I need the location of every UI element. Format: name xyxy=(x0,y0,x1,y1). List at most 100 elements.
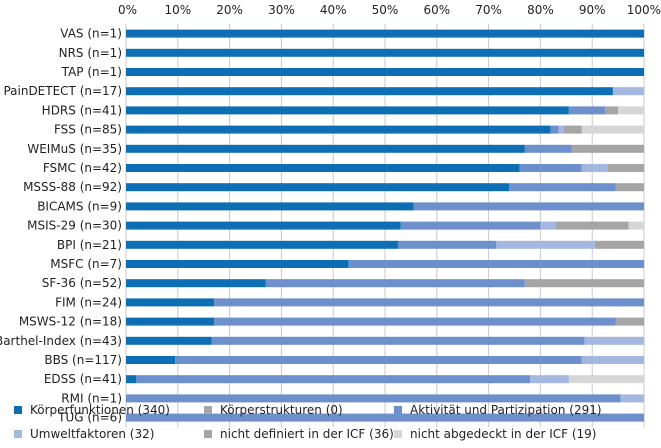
bar-segment xyxy=(126,48,644,57)
bar-segment xyxy=(618,106,644,115)
bar-segment xyxy=(214,298,644,307)
bar-segment xyxy=(126,413,644,422)
category-label: MSSS-88 (n=92) xyxy=(23,180,122,194)
bar-segment xyxy=(540,221,556,230)
x-tick-label: 40% xyxy=(320,3,347,17)
legend-label: Körperstrukturen (0) xyxy=(220,403,343,417)
category-label: SF-36 (n=52) xyxy=(42,276,122,290)
bar-segment xyxy=(211,336,585,345)
x-tick-label: 10% xyxy=(164,3,191,17)
bar-segment xyxy=(612,87,644,96)
bar-segment xyxy=(126,279,266,288)
bar-segment xyxy=(594,240,644,249)
legend-label: nicht definiert in der ICF (36) xyxy=(220,427,394,441)
bar-segment xyxy=(558,125,564,134)
bar-segment xyxy=(126,336,212,345)
bar-segment xyxy=(126,87,613,96)
category-label: BPI (n=21) xyxy=(57,238,122,252)
legend-swatch xyxy=(204,406,212,414)
bar-segment xyxy=(509,183,616,192)
legend-label: Aktivität und Partizipation (291) xyxy=(410,403,602,417)
bar-segment xyxy=(496,240,595,249)
bar-segment xyxy=(568,106,606,115)
bar-segment xyxy=(605,106,619,115)
bar-segment xyxy=(519,164,582,172)
bar-segment xyxy=(126,106,569,115)
category-labels: VAS (n=1) NRS (n=1) TAP (n=1) PainDETECT (n… xyxy=(0,27,122,425)
legend-label: nicht abgedeckt in der ICF (19) xyxy=(410,427,596,441)
bar-segment xyxy=(126,29,644,38)
legend-swatch xyxy=(394,430,402,438)
bar-segment xyxy=(175,356,582,364)
bar-segment xyxy=(530,375,569,384)
x-tick-label: 100% xyxy=(627,3,661,17)
bar-segment xyxy=(555,221,629,230)
bar-segment xyxy=(214,317,616,326)
bar-segment xyxy=(126,144,525,153)
bar-segment xyxy=(126,221,401,230)
bar-segment xyxy=(126,202,414,211)
legend-swatch xyxy=(14,430,22,438)
category-label: HDRS (n=41) xyxy=(42,103,122,117)
x-axis-tick-labels: 0% 10% 20% 30% 40% 50% 60% 70% 80% 90% 100% xyxy=(118,3,661,17)
bar-segment xyxy=(126,183,510,192)
category-label: NRS (n=1) xyxy=(59,46,122,60)
bar-segment xyxy=(615,317,644,326)
bar-segment xyxy=(400,221,541,230)
bar-segment xyxy=(397,240,497,249)
category-label: TAP (n=1) xyxy=(61,65,122,79)
category-label: MSIS-29 (n=30) xyxy=(27,219,122,233)
bar-segment xyxy=(348,260,644,268)
bar-segment xyxy=(607,164,644,172)
x-tick-label: 30% xyxy=(268,3,295,17)
bar-segment xyxy=(550,125,559,134)
bar-segment xyxy=(568,375,644,384)
bar-segment xyxy=(126,164,520,172)
legend: Körperfunktionen (340) Körperstrukturen (… xyxy=(14,403,602,441)
category-label: MSWS-12 (n=18) xyxy=(19,315,122,329)
x-tick-label: 90% xyxy=(579,3,606,17)
x-tick-label: 70% xyxy=(475,3,502,17)
legend-swatch xyxy=(204,430,212,438)
bar-segment xyxy=(581,356,644,364)
legend-label: Umweltfaktoren (32) xyxy=(30,427,154,441)
bar-segment xyxy=(524,279,644,288)
x-tick-label: 0% xyxy=(118,3,137,17)
bar-segment xyxy=(584,336,644,345)
x-tick-label: 60% xyxy=(423,3,450,17)
x-tick-label: 20% xyxy=(216,3,243,17)
bar-segment xyxy=(126,375,137,384)
bar-segment xyxy=(126,394,621,403)
bar-segment xyxy=(628,221,644,230)
bar-segment xyxy=(581,125,644,134)
bar-segment xyxy=(126,68,644,76)
bar-segment xyxy=(571,144,644,153)
category-label: Barthel-Index (n=43) xyxy=(0,334,122,348)
legend-label: Körperfunktionen (340) xyxy=(30,403,170,417)
bar-segment xyxy=(620,394,644,403)
category-label: VAS (n=1) xyxy=(60,27,122,41)
category-label: FSS (n=85) xyxy=(54,123,122,137)
category-label: FIM (n=24) xyxy=(55,295,122,309)
category-label: TUG (n=6) xyxy=(57,411,122,425)
x-tick-label: 50% xyxy=(372,3,399,17)
bar-segment xyxy=(615,183,644,192)
x-tick-label: 80% xyxy=(527,3,554,17)
bar-segment xyxy=(136,375,531,384)
bar-segment xyxy=(581,164,608,172)
legend-swatch xyxy=(394,406,402,414)
category-label: PainDETECT (n=17) xyxy=(3,84,122,98)
bar-segment xyxy=(563,125,582,134)
category-label: BBS (n=117) xyxy=(44,353,122,367)
bar-segment xyxy=(126,298,215,307)
bar-segments xyxy=(126,29,644,422)
category-label: WEIMuS (n=35) xyxy=(27,142,122,156)
category-label: FSMC (n=42) xyxy=(43,161,122,175)
category-label: RMI (n=1) xyxy=(61,391,122,405)
bar-segment xyxy=(126,317,215,326)
bar-segment xyxy=(265,279,525,288)
bar-segment xyxy=(126,125,551,134)
bar-segment xyxy=(524,144,572,153)
bar-segment xyxy=(126,240,398,249)
